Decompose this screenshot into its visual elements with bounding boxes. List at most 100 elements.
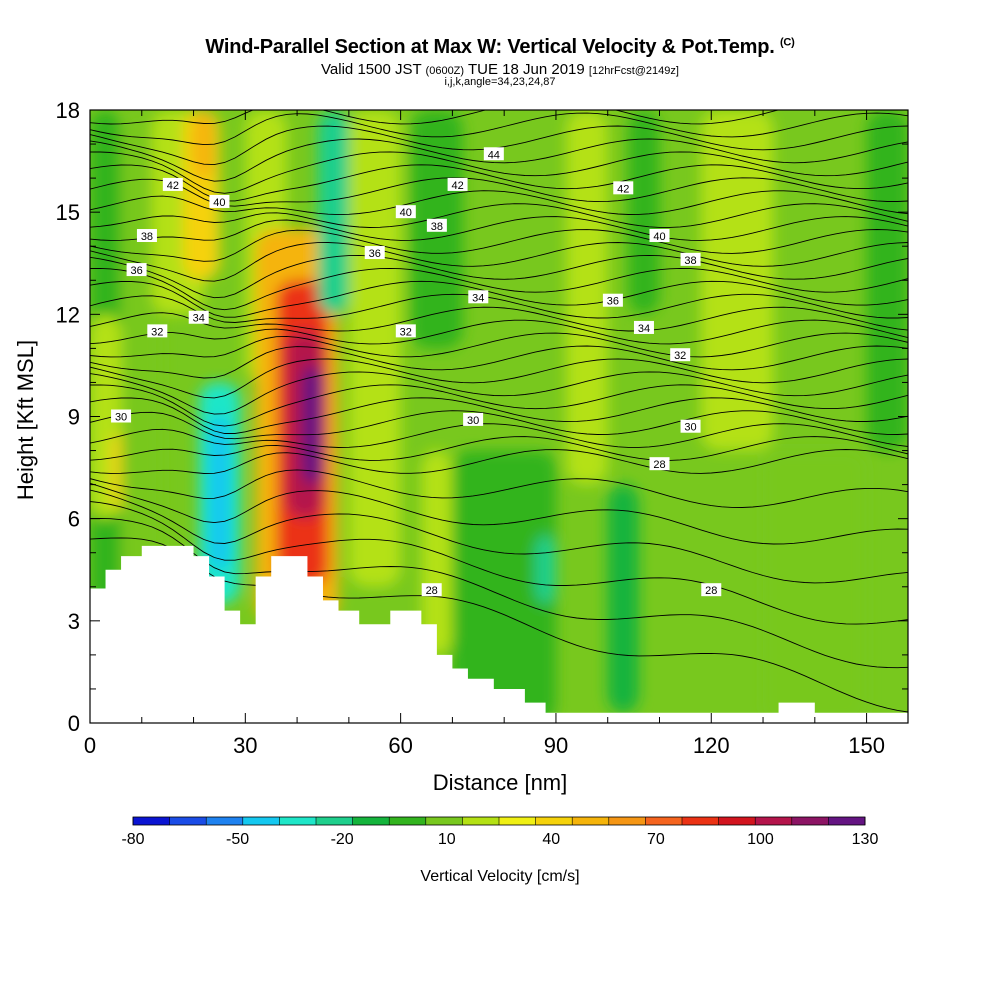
contour-label: 30 [684,422,696,434]
velocity-cell [628,110,660,315]
colorbar-swatch [499,817,537,825]
contour-label-box [188,310,209,324]
velocity-cell [866,110,908,451]
contour-label: 28 [426,585,438,597]
y-tick-label: 6 [68,507,80,532]
y-tick-label: 12 [56,302,80,327]
contour-label-box [649,229,670,243]
colorbar-tick-label: 10 [438,831,456,848]
colorbar-label: Vertical Velocity [cm/s] [420,868,579,885]
isentrope-line [90,423,908,448]
y-tick-label: 18 [56,98,80,123]
isentrope-line [90,151,908,194]
y-tick-label: 3 [68,609,80,634]
isentrope-line [90,267,908,311]
isentrope-line [90,410,908,440]
contour-label: 40 [653,231,665,243]
velocity-cell [452,450,556,723]
contour-label: 30 [467,415,479,427]
isentrope-line [90,482,908,545]
colorbar-swatch [133,817,171,825]
isentrope-line [90,358,908,399]
contour-label: 44 [488,149,500,161]
contour-label: 28 [705,585,717,597]
contour-label-box [395,324,416,338]
velocity-cell [566,110,608,485]
isentrope-line [90,110,908,125]
contour-label-box [111,409,132,423]
colorbar-swatch [718,817,756,825]
velocity-cell [763,450,867,723]
velocity-cell [700,110,774,451]
colorbar-swatch [535,817,573,825]
isentrope-line [90,280,908,318]
isentrope-line [90,229,908,262]
isentrope-line [90,345,908,379]
colorbar-swatch [791,817,829,825]
colorbar-swatch [462,817,500,825]
contour-label: 42 [167,180,179,192]
contour-label: 34 [193,313,205,325]
isentrope-line [90,306,908,332]
chart-indices: i,j,k,angle=34,23,24,87 [444,76,556,88]
isentrope-line [90,517,908,669]
colorbar-swatch [169,817,207,825]
colorbar-tick-label: 40 [542,831,560,848]
colorbar-tick-label: -80 [121,831,144,848]
x-axis-label: Distance [nm] [433,770,568,795]
colorbar-swatch [572,817,610,825]
velocity-cell [209,416,230,570]
contour-label-box [602,293,623,307]
contour-label-box [613,181,634,195]
colorbar-tick-label: -20 [331,831,354,848]
contour-label: 36 [130,265,142,277]
isentrope-line [90,254,908,299]
contour-label: 36 [369,248,381,260]
contour-label: 42 [617,183,629,195]
isentrope-line [90,332,908,358]
colorbar-swatch [828,817,866,825]
colorbar-swatch [608,817,646,825]
colorbar: -80 -50 -20 10 40 70 100 130 [121,816,878,848]
isentrope-line [90,216,908,241]
contour-label-box [633,320,654,334]
contour-label-box [468,290,489,304]
isentrope-line [90,242,908,282]
y-tick-label: 9 [68,405,80,430]
contour-label-box [670,348,691,362]
colorbar-swatch [645,817,683,825]
contour-label-box [162,177,183,191]
contour-label-box [649,457,670,471]
x-tick-label: 30 [233,733,257,758]
chart-title-unit: (C) [779,36,795,49]
contour-label: 40 [400,207,412,219]
x-tick-label: 150 [848,733,885,758]
chart-title: Wind-Parallel Section at Max W: Vertical… [205,36,795,58]
contour-label: 42 [451,180,463,192]
contour-label-box [483,147,504,161]
contour-label-box [126,263,147,277]
contour-label: 38 [431,221,443,233]
contour-label-box [421,583,442,597]
contour-label-box [136,229,157,243]
isentrope-line [90,436,908,461]
y-tick-label: 0 [68,711,80,736]
contour-label-box [447,177,468,191]
colorbar-swatch [755,817,793,825]
contour-label: 32 [151,326,163,338]
contour-label: 38 [684,255,696,267]
x-tick-label: 60 [388,733,412,758]
isentrope-line [90,537,908,713]
contour-label: 38 [141,231,153,243]
colorbar-swatch [389,817,427,825]
colorbar-swatch [206,817,244,825]
x-tick-label: 90 [544,733,568,758]
contour-label: 36 [607,296,619,308]
isentrope-line [90,293,908,323]
colorbar-swatch [279,817,317,825]
contour-label-box [463,412,484,426]
colorbar-swatch [316,817,354,825]
contour-label: 28 [653,459,665,471]
colorbar-tick-label: 70 [647,831,665,848]
